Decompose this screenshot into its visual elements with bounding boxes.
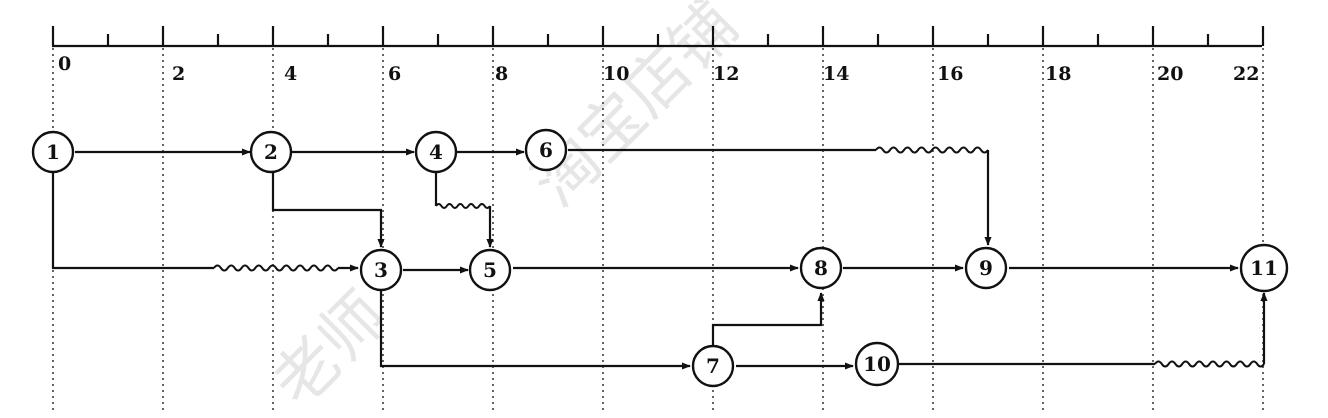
event-node-11: 11: [1239, 243, 1289, 293]
tick-label: 8: [495, 63, 508, 85]
tick-label: 10: [603, 63, 629, 85]
tick-label: 6: [388, 63, 401, 85]
watermark-text: 淘宝店铺: [519, 0, 752, 221]
free-float-6-9: [875, 146, 989, 154]
node-circle: [359, 248, 403, 292]
node-label: 6: [539, 138, 553, 162]
node-label: 10: [863, 352, 891, 376]
tick-label: 20: [1157, 63, 1183, 85]
node-label: 8: [814, 256, 828, 280]
event-node-6: 6: [524, 128, 568, 172]
node-circle: [691, 344, 735, 388]
event-node-5: 5: [468, 248, 512, 292]
free-float-10-11: [1154, 360, 1265, 368]
tick-label: 16: [937, 63, 963, 85]
free-float-4-5: [435, 203, 491, 209]
node-label: 4: [429, 140, 443, 164]
event-nodes: 1 2 4 6 3 5 8 9: [31, 128, 1289, 388]
event-node-1: 1: [31, 130, 75, 174]
dummy-arrow-7-8: [711, 292, 825, 346]
node-circle: [31, 130, 75, 174]
dummy-arrow-2-3: [271, 172, 385, 248]
node-label: 9: [979, 256, 993, 280]
node-label: 5: [483, 258, 497, 282]
node-label: 7: [706, 354, 720, 378]
node-circle: [249, 130, 293, 174]
event-node-9: 9: [964, 246, 1008, 290]
node-circle: [414, 130, 458, 174]
time-scale-ticks: [51, 26, 1265, 46]
node-circle: [799, 246, 843, 290]
free-float-1-3: [213, 264, 339, 272]
node-circle: [964, 246, 1008, 290]
tick-label: 4: [284, 63, 297, 85]
activity-edges: [51, 146, 1268, 370]
event-node-4: 4: [414, 130, 458, 174]
activity-arrow-3-7: [379, 290, 691, 370]
event-node-7: 7: [691, 344, 735, 388]
node-label: 11: [1250, 256, 1278, 280]
event-node-10: 10: [854, 341, 900, 387]
node-label: 1: [46, 140, 60, 164]
node-circle: [468, 248, 512, 292]
tick-label: 18: [1045, 63, 1071, 85]
event-node-2: 2: [249, 130, 293, 174]
node-label: 3: [374, 258, 388, 282]
event-node-8: 8: [799, 246, 843, 290]
event-node-3: 3: [359, 248, 403, 292]
time-scale-labels: 0 2 4 6 8 10 12 14 16 18 20 22: [58, 53, 1259, 85]
node-circle: [1239, 243, 1289, 293]
node-circle: [524, 128, 568, 172]
tick-label: 22: [1233, 63, 1259, 85]
tick-label: 14: [823, 63, 849, 85]
node-circle: [854, 341, 900, 387]
activity-line-1-3: [51, 172, 214, 270]
tick-label: 2: [172, 63, 185, 85]
node-label: 2: [264, 140, 278, 164]
tick-label: 0: [58, 53, 71, 75]
tick-label: 12: [713, 63, 739, 85]
